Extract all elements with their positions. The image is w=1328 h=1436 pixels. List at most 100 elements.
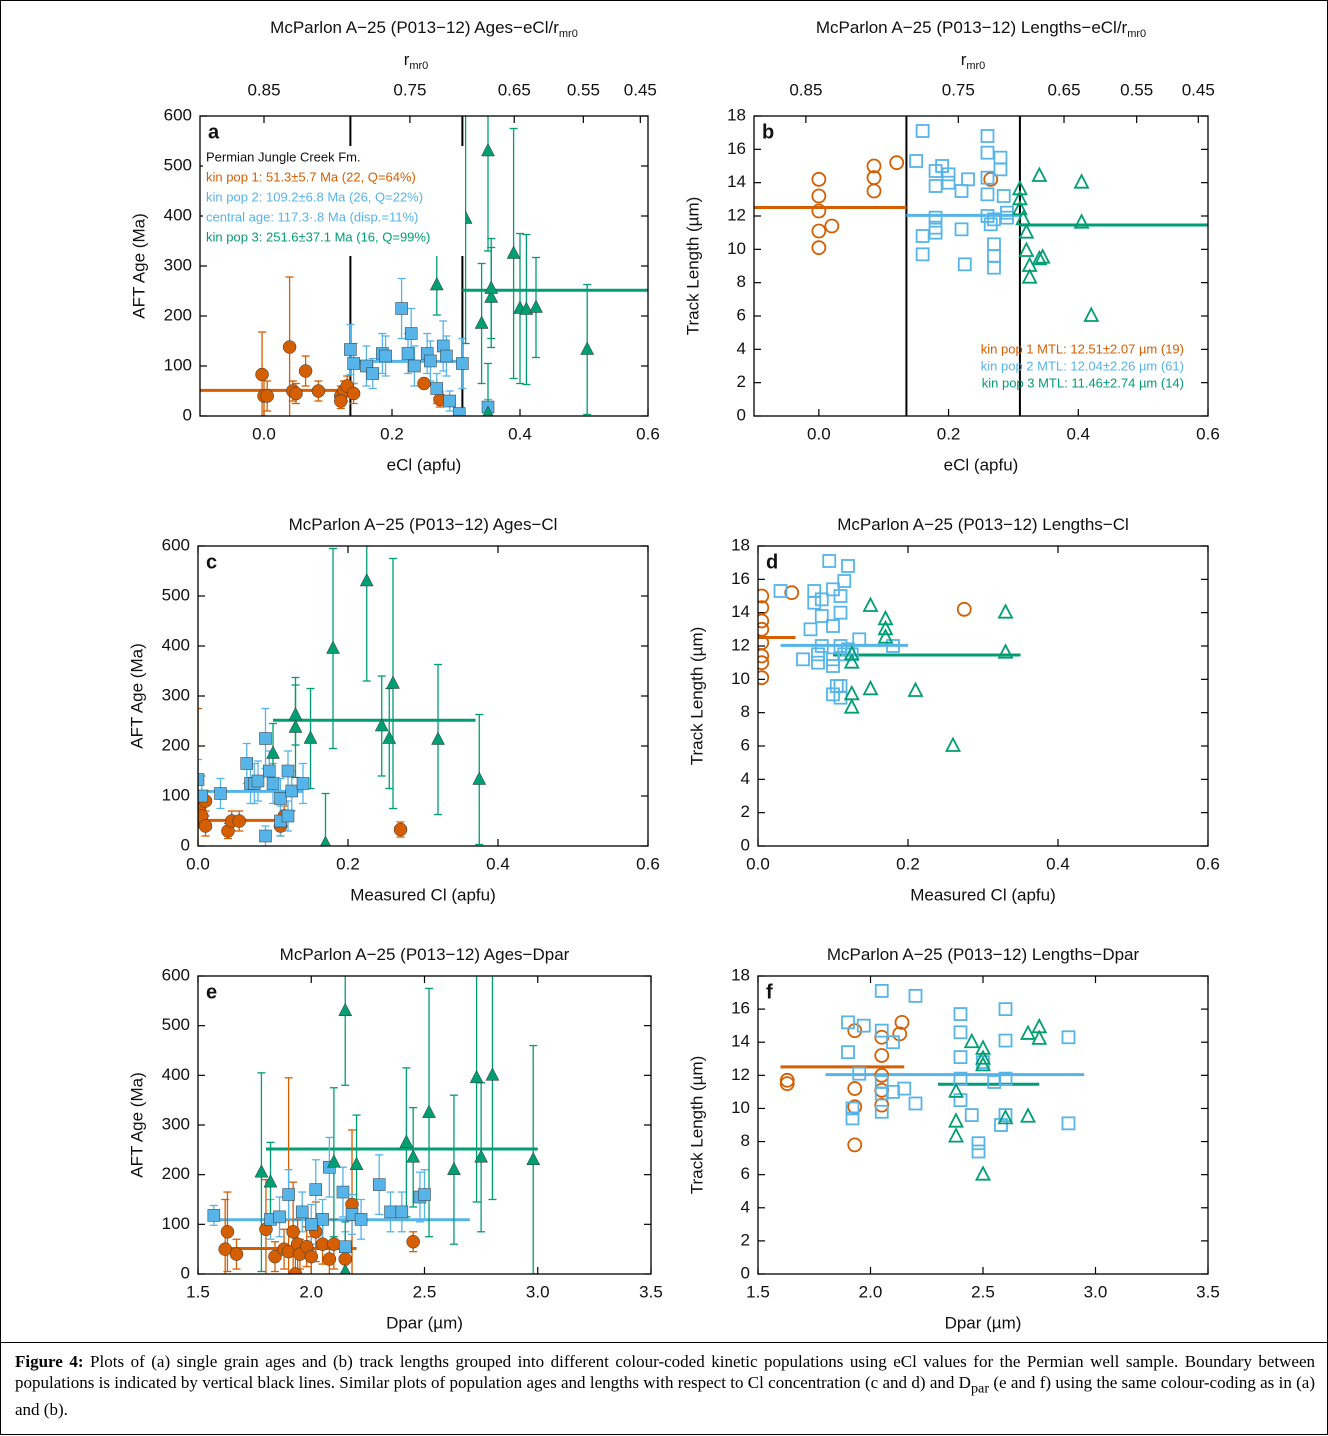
point — [908, 1096, 923, 1111]
point — [862, 596, 879, 612]
y-tick-label: 12 — [727, 205, 746, 224]
point — [386, 675, 400, 689]
point — [954, 222, 969, 237]
point — [833, 639, 848, 653]
y-tick-label: 0 — [183, 405, 192, 424]
x-tick-label: 2.5 — [971, 1282, 995, 1301]
point — [953, 1025, 968, 1040]
point — [336, 1185, 350, 1199]
y-tick-label: 0 — [181, 835, 190, 854]
point — [814, 609, 829, 623]
point — [773, 584, 788, 598]
point — [1015, 209, 1032, 226]
point — [395, 1205, 409, 1219]
point — [894, 1014, 910, 1030]
point — [847, 1137, 863, 1153]
x-tick-label: 3.0 — [526, 1282, 550, 1301]
point — [833, 605, 848, 620]
point — [379, 349, 392, 363]
legend-entry: kin pop 2 MTL: 12.04±2.26 µm (61) — [981, 358, 1184, 373]
point — [1034, 248, 1051, 264]
point — [963, 1032, 980, 1049]
x-tick-label: 2.0 — [299, 1282, 323, 1301]
point — [987, 249, 1001, 263]
y-tick-label: 0 — [741, 1263, 750, 1282]
point — [393, 822, 408, 837]
x-axis-label: Measured Cl (apfu) — [910, 885, 1056, 904]
title-subscript: mr0 — [1127, 28, 1146, 40]
point — [240, 757, 253, 770]
point — [841, 559, 855, 573]
point — [843, 698, 860, 714]
point — [304, 1249, 318, 1264]
point — [440, 349, 453, 363]
x2-tick-label: 0.45 — [624, 80, 657, 99]
chart-title: McParlon A−25 (P013−12) Ages−Cl — [289, 515, 558, 534]
caption-subscript: par — [970, 1380, 990, 1397]
point — [997, 1108, 1014, 1125]
point — [198, 819, 213, 833]
plot-frame — [199, 115, 649, 417]
y-tick-label: 2 — [741, 1230, 750, 1249]
point — [957, 257, 972, 272]
x-tick-label: 0.4 — [1046, 854, 1070, 873]
point — [811, 188, 827, 204]
x2-tick-label: 0.75 — [393, 80, 426, 99]
y-tick-label: 500 — [162, 1015, 190, 1034]
x-tick-label: 0.6 — [636, 424, 660, 443]
title-text: McParlon A−25 (P013−12) Ages−Cl — [289, 515, 558, 534]
point — [259, 732, 272, 745]
point — [928, 210, 943, 225]
point — [907, 681, 924, 697]
point — [993, 150, 1008, 165]
point — [852, 632, 867, 647]
point — [1000, 205, 1014, 220]
y-tick-label: 400 — [162, 635, 190, 654]
point — [915, 247, 930, 262]
point — [908, 988, 923, 1003]
plot-frame — [197, 545, 649, 847]
point — [430, 382, 444, 395]
point — [366, 367, 380, 380]
panel-label: d — [766, 551, 778, 573]
point — [945, 736, 961, 752]
plot-area — [779, 984, 1085, 1181]
x-tick-label: 0.4 — [486, 854, 510, 873]
point — [452, 407, 466, 416]
point — [953, 1093, 968, 1108]
point — [218, 1242, 232, 1256]
point — [1011, 179, 1028, 196]
point — [198, 773, 205, 786]
legend-box — [203, 146, 465, 256]
point — [474, 315, 489, 329]
point — [401, 347, 415, 360]
point — [399, 1134, 414, 1148]
y-tick-label: 16 — [731, 569, 750, 588]
panel-label: b — [762, 121, 774, 143]
chart-title: McParlon A−25 (P013−12) Lengths−eCl/rmr0 — [816, 18, 1146, 39]
point — [418, 1188, 431, 1201]
point — [268, 1249, 282, 1264]
point — [315, 1237, 330, 1251]
point — [282, 340, 297, 354]
point — [964, 1108, 979, 1122]
point — [359, 572, 374, 587]
point — [395, 302, 408, 315]
panel: McParlon A−25 (P013−12) Lengths−Dpar Dpar… — [687, 945, 1219, 1332]
point — [580, 341, 595, 355]
point — [915, 124, 930, 138]
caption: Figure 4: Plots of (a) single grain ages… — [1, 1342, 1328, 1436]
point — [1020, 1107, 1036, 1123]
error-bar — [198, 707, 202, 846]
x2-tick-label: 0.55 — [567, 80, 600, 99]
plot-area — [758, 554, 1021, 752]
x2-tick-label: 0.55 — [1120, 80, 1153, 99]
point — [877, 609, 894, 626]
panel: McParlon A−25 (P013−12) Ages−Cl Measured … — [127, 515, 659, 904]
point — [281, 809, 295, 823]
x-tick-label: 0.4 — [1066, 424, 1090, 443]
y-tick-label: 2 — [741, 802, 750, 821]
y-tick-label: 200 — [162, 735, 190, 754]
y-tick-label: 14 — [727, 172, 746, 191]
point — [953, 1007, 968, 1021]
